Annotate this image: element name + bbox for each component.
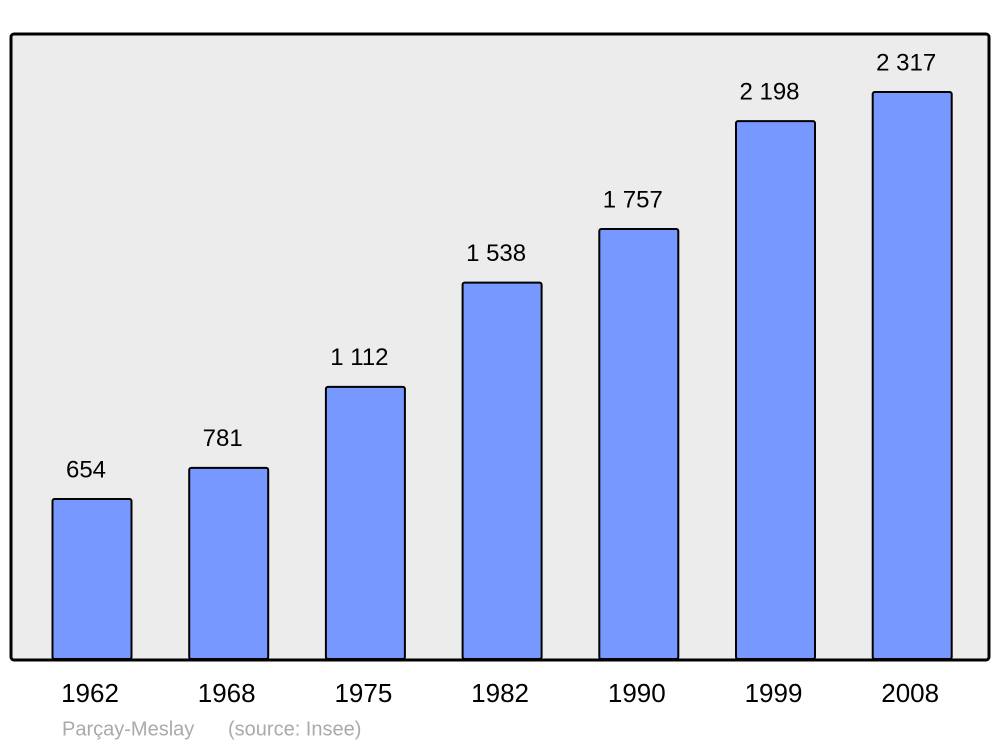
x-tick-label: 2008	[881, 678, 939, 708]
value-label: 1 112	[330, 344, 388, 371]
source: (source: Insee)	[228, 718, 361, 740]
x-tick-label: 1999	[745, 678, 803, 708]
value-label: 2 317	[876, 49, 936, 76]
x-tick-label: 1990	[608, 678, 666, 708]
bar	[188, 466, 270, 660]
x-tick-label: 1982	[471, 678, 529, 708]
value-label: 1 757	[603, 186, 663, 213]
bar	[735, 120, 816, 660]
bar	[598, 228, 680, 660]
value-label: 2 198	[739, 78, 799, 105]
x-tick-label: 1962	[61, 678, 119, 708]
x-tick-label: 1975	[334, 678, 392, 708]
x-tick-label: 1968	[198, 678, 256, 708]
value-label: 1 538	[466, 240, 526, 267]
bar	[461, 281, 543, 660]
bar	[51, 497, 133, 660]
value-label: 654	[66, 456, 106, 483]
bar	[324, 385, 406, 660]
bar	[871, 91, 953, 660]
value-label: 781	[203, 425, 243, 452]
caption: Parçay-Meslay	[62, 718, 194, 740]
